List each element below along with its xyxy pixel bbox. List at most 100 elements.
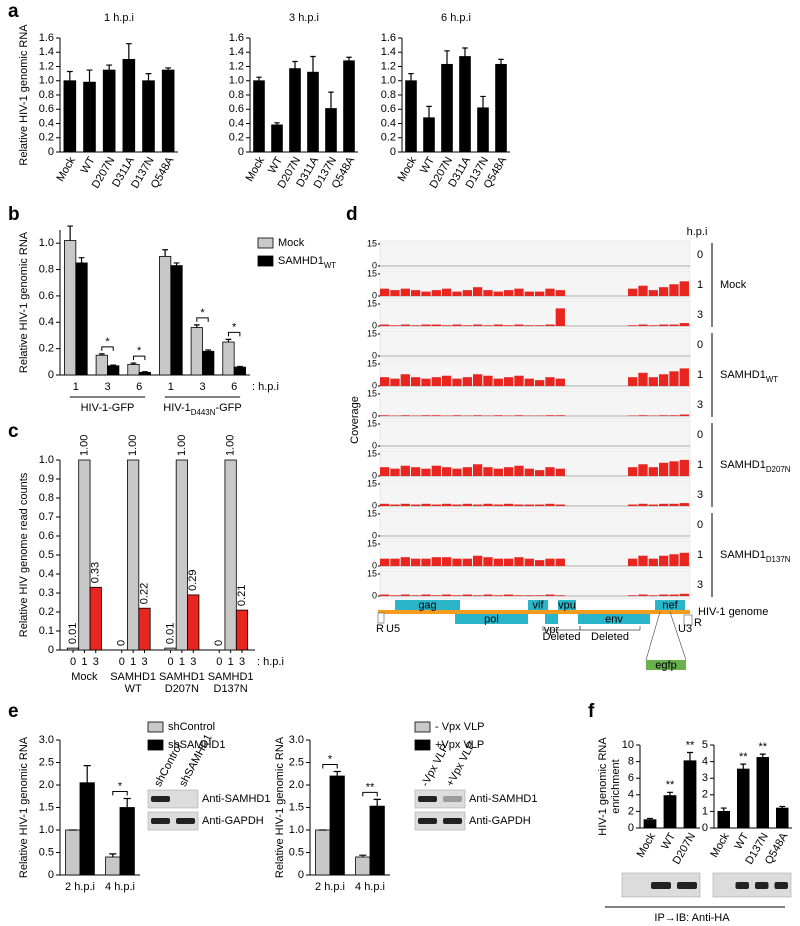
coverage-bin — [679, 368, 689, 386]
group-label-main: HIV-1 — [163, 402, 191, 414]
value-label: 1.00 — [127, 435, 139, 456]
bar — [65, 829, 81, 876]
track-hpi-label: 1 — [697, 279, 703, 291]
gene-box — [578, 614, 650, 624]
error-bar — [83, 765, 91, 783]
track-background — [379, 510, 691, 540]
error-bar — [310, 55, 316, 73]
coverage-bin — [679, 323, 689, 326]
significance: * — [118, 780, 123, 792]
y-tick-label: 0.5 — [39, 549, 54, 561]
coverage-bin — [648, 558, 658, 566]
y-tick-label: 0 — [48, 146, 54, 158]
y-tick-label: 1.6 — [229, 32, 244, 44]
coverage-bin — [411, 377, 421, 386]
coverage-bin — [524, 291, 534, 296]
y-tick-label: 0 — [48, 869, 54, 881]
bar — [776, 807, 789, 829]
y-tick-label: 0.4 — [229, 117, 244, 129]
bar — [343, 60, 355, 153]
bar — [164, 647, 177, 651]
blot-strip — [147, 811, 199, 831]
coverage-bin — [628, 595, 638, 596]
blot-band — [735, 882, 749, 889]
coverage-bin — [493, 415, 503, 416]
coverage-bin — [400, 415, 410, 416]
coverage-bin — [669, 554, 679, 566]
y-tick-label: 6 — [628, 772, 634, 784]
y-tick-label: 15 — [367, 328, 377, 338]
y-tick-label: 0 — [372, 560, 377, 570]
error-bar — [205, 349, 212, 352]
x-tick-label: 0 — [70, 656, 76, 668]
coverage-bin — [421, 468, 431, 476]
x-tick-label: 1 — [228, 656, 234, 668]
coverage-bin — [555, 415, 565, 416]
coverage-bin — [442, 467, 452, 476]
y-tick-label: 1.4 — [381, 46, 396, 58]
coverage-bin — [504, 325, 514, 326]
bar — [127, 459, 140, 651]
coverage-bin — [390, 504, 400, 506]
group-label: D207N — [165, 683, 199, 695]
error-bar — [173, 262, 180, 266]
ltr-label: R — [376, 623, 384, 635]
coverage-bin — [473, 595, 483, 596]
bar — [75, 262, 88, 376]
y-tick-label: 0.2 — [39, 343, 54, 355]
coverage-bin — [535, 504, 545, 506]
track-group-label: SAMHD1D207N — [720, 459, 791, 474]
significance: ** — [666, 779, 675, 791]
value-label: 0 — [116, 640, 128, 646]
error-bar — [225, 338, 232, 343]
x-tick-label: 1 — [179, 656, 185, 668]
bar — [78, 459, 91, 651]
coverage-bin — [679, 503, 689, 506]
bar — [224, 459, 237, 651]
coverage-bin — [679, 281, 689, 296]
x-tick-label: 0 — [119, 656, 125, 668]
coverage-bin — [535, 325, 545, 326]
bar — [289, 68, 301, 153]
y-tick-label: 15 — [367, 418, 377, 428]
coverage-bin — [555, 378, 565, 386]
coverage-bin — [659, 287, 669, 296]
coverage-bin — [431, 415, 441, 416]
coverage-bin — [504, 290, 514, 296]
coverage-bin — [452, 291, 462, 296]
coverage-bin — [545, 467, 555, 476]
group-label-tail: -GFP — [215, 402, 241, 414]
bar — [355, 856, 371, 876]
bar — [161, 69, 175, 153]
legend-swatch — [147, 739, 164, 751]
coverage-bin — [669, 503, 679, 506]
coverage-bin — [483, 503, 493, 506]
coverage-bin — [411, 467, 421, 476]
coverage-bin — [669, 415, 679, 416]
coverage-bin — [648, 595, 658, 596]
y-tick-label: 1.0 — [289, 824, 304, 836]
y-tick-label: 0.8 — [39, 263, 54, 275]
coverage-bin — [400, 374, 410, 386]
bar — [315, 829, 331, 876]
bar — [202, 350, 215, 376]
y-tick-label: 8 — [628, 756, 634, 768]
bar — [119, 807, 135, 876]
bar — [175, 459, 188, 651]
track-background — [379, 240, 691, 270]
coverage-bin — [390, 595, 400, 596]
bar — [187, 594, 200, 651]
coverage-bin — [380, 377, 390, 386]
coverage-bin — [473, 374, 483, 386]
error-bar — [142, 371, 148, 373]
error-bar — [78, 257, 85, 263]
y-tick-label: 0.2 — [39, 132, 54, 144]
track-hpi-label: 3 — [697, 399, 703, 411]
y-tick-label: 0.5 — [39, 846, 54, 858]
coverage-bin — [411, 290, 421, 296]
coverage-bin — [390, 558, 400, 566]
track-group-label-main: SAMHD1 — [720, 369, 766, 381]
coverage-bin — [421, 378, 431, 386]
y-tick-label: 1 — [702, 805, 708, 817]
